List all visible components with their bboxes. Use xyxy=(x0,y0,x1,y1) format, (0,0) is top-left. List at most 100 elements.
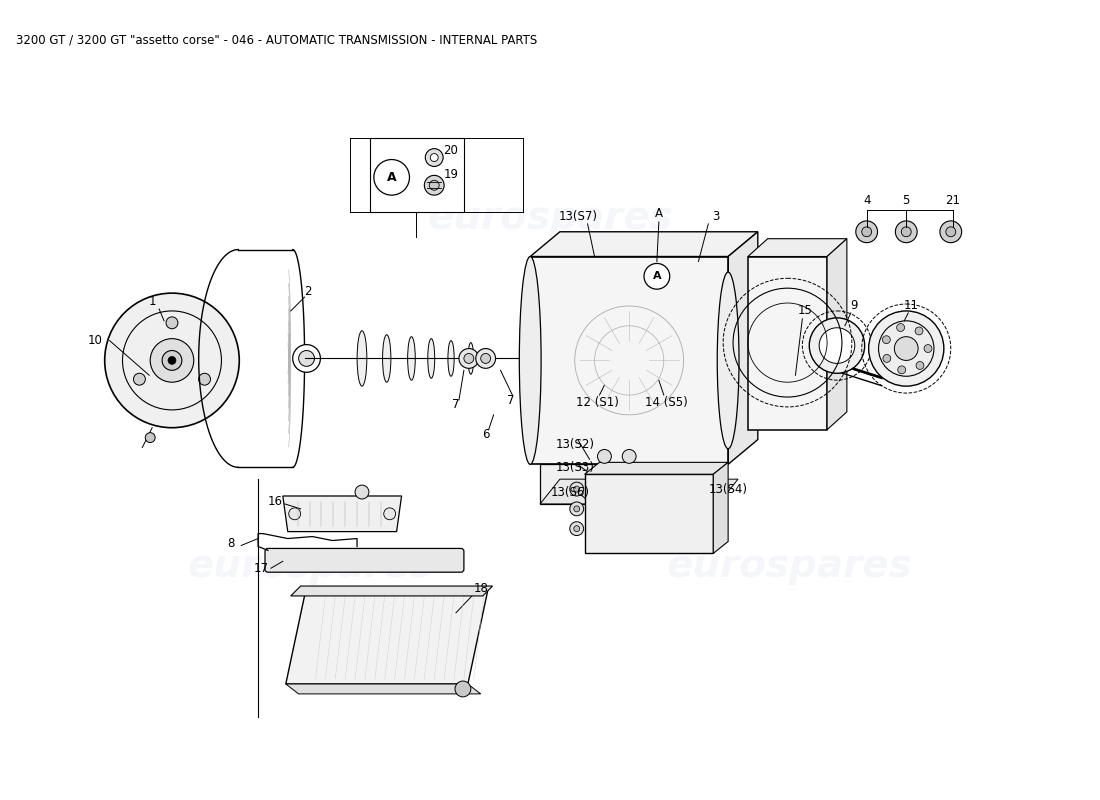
Circle shape xyxy=(883,354,891,362)
Text: 21: 21 xyxy=(945,194,960,206)
Circle shape xyxy=(597,450,612,463)
Circle shape xyxy=(869,311,944,386)
Bar xyxy=(530,257,728,464)
Circle shape xyxy=(820,328,855,363)
Polygon shape xyxy=(530,232,758,257)
Circle shape xyxy=(374,159,409,195)
Bar xyxy=(370,138,464,212)
Circle shape xyxy=(574,506,580,512)
Circle shape xyxy=(939,221,961,242)
Circle shape xyxy=(293,345,320,372)
Circle shape xyxy=(570,522,584,535)
Circle shape xyxy=(570,482,584,496)
Polygon shape xyxy=(748,238,847,257)
Circle shape xyxy=(856,221,878,242)
Circle shape xyxy=(810,318,865,374)
Polygon shape xyxy=(728,232,758,464)
Ellipse shape xyxy=(469,342,474,374)
Circle shape xyxy=(425,175,444,195)
Bar xyxy=(584,474,713,554)
Circle shape xyxy=(298,350,315,366)
Text: 13(S3): 13(S3) xyxy=(556,461,594,474)
Circle shape xyxy=(355,485,368,499)
Text: A: A xyxy=(652,271,661,282)
Circle shape xyxy=(644,263,670,289)
Text: 6: 6 xyxy=(482,428,490,441)
Circle shape xyxy=(882,336,890,344)
Ellipse shape xyxy=(358,330,366,386)
Circle shape xyxy=(168,357,176,364)
Text: 10: 10 xyxy=(87,334,102,347)
Polygon shape xyxy=(540,479,738,504)
Circle shape xyxy=(946,227,956,237)
Text: 7: 7 xyxy=(507,394,514,406)
Ellipse shape xyxy=(519,257,541,464)
Circle shape xyxy=(574,486,580,492)
Circle shape xyxy=(122,311,221,410)
Bar xyxy=(540,464,718,504)
Text: eurospares: eurospares xyxy=(667,547,912,586)
Text: 13(S7): 13(S7) xyxy=(558,210,597,223)
Text: 15: 15 xyxy=(798,305,813,318)
Circle shape xyxy=(133,374,145,385)
Text: 13(S6): 13(S6) xyxy=(550,486,590,498)
Circle shape xyxy=(464,354,474,363)
Circle shape xyxy=(898,366,905,374)
Circle shape xyxy=(924,345,932,353)
Text: 9: 9 xyxy=(850,299,858,313)
Text: 8: 8 xyxy=(228,537,235,550)
Text: 4: 4 xyxy=(862,194,870,206)
Text: 17: 17 xyxy=(253,562,268,574)
Text: 7: 7 xyxy=(452,398,460,411)
FancyBboxPatch shape xyxy=(265,549,464,572)
Text: A: A xyxy=(654,207,663,221)
Text: A: A xyxy=(387,171,396,184)
Circle shape xyxy=(476,349,496,368)
Circle shape xyxy=(623,450,636,463)
Circle shape xyxy=(916,362,924,370)
Circle shape xyxy=(104,293,240,428)
Polygon shape xyxy=(286,684,481,694)
Circle shape xyxy=(894,337,918,361)
Ellipse shape xyxy=(717,272,739,449)
Text: 18: 18 xyxy=(473,582,488,594)
Polygon shape xyxy=(283,496,402,532)
Circle shape xyxy=(151,338,194,382)
Text: 2: 2 xyxy=(304,285,311,298)
Text: 19: 19 xyxy=(443,168,459,181)
Text: 3: 3 xyxy=(713,210,719,223)
Circle shape xyxy=(481,354,491,363)
Circle shape xyxy=(145,433,155,442)
Circle shape xyxy=(426,149,443,166)
Circle shape xyxy=(430,154,438,162)
Circle shape xyxy=(459,349,478,368)
Polygon shape xyxy=(584,462,728,474)
Ellipse shape xyxy=(408,337,416,380)
Text: 20: 20 xyxy=(443,144,459,157)
Text: eurospares: eurospares xyxy=(188,547,433,586)
Text: 3200 GT / 3200 GT "assetto corse" - 046 - AUTOMATIC TRANSMISSION - INTERNAL PART: 3200 GT / 3200 GT "assetto corse" - 046 … xyxy=(15,34,537,47)
Circle shape xyxy=(574,526,580,532)
Circle shape xyxy=(895,221,917,242)
Ellipse shape xyxy=(428,338,435,378)
Circle shape xyxy=(384,508,396,520)
Text: 13(S2): 13(S2) xyxy=(556,438,594,451)
Circle shape xyxy=(166,317,178,329)
Circle shape xyxy=(861,227,871,237)
Circle shape xyxy=(199,374,210,385)
Text: 11: 11 xyxy=(904,299,918,313)
Polygon shape xyxy=(827,238,847,430)
Bar xyxy=(748,257,827,430)
Circle shape xyxy=(570,502,584,516)
Text: 13(S4): 13(S4) xyxy=(708,482,748,495)
Ellipse shape xyxy=(448,341,454,376)
Ellipse shape xyxy=(383,334,390,382)
Text: 5: 5 xyxy=(903,194,910,206)
Text: 1: 1 xyxy=(148,294,156,307)
Polygon shape xyxy=(286,591,487,684)
Text: 14 (S5): 14 (S5) xyxy=(646,397,689,410)
Circle shape xyxy=(896,323,904,331)
Polygon shape xyxy=(713,462,728,554)
Circle shape xyxy=(879,321,934,376)
Polygon shape xyxy=(290,586,493,596)
